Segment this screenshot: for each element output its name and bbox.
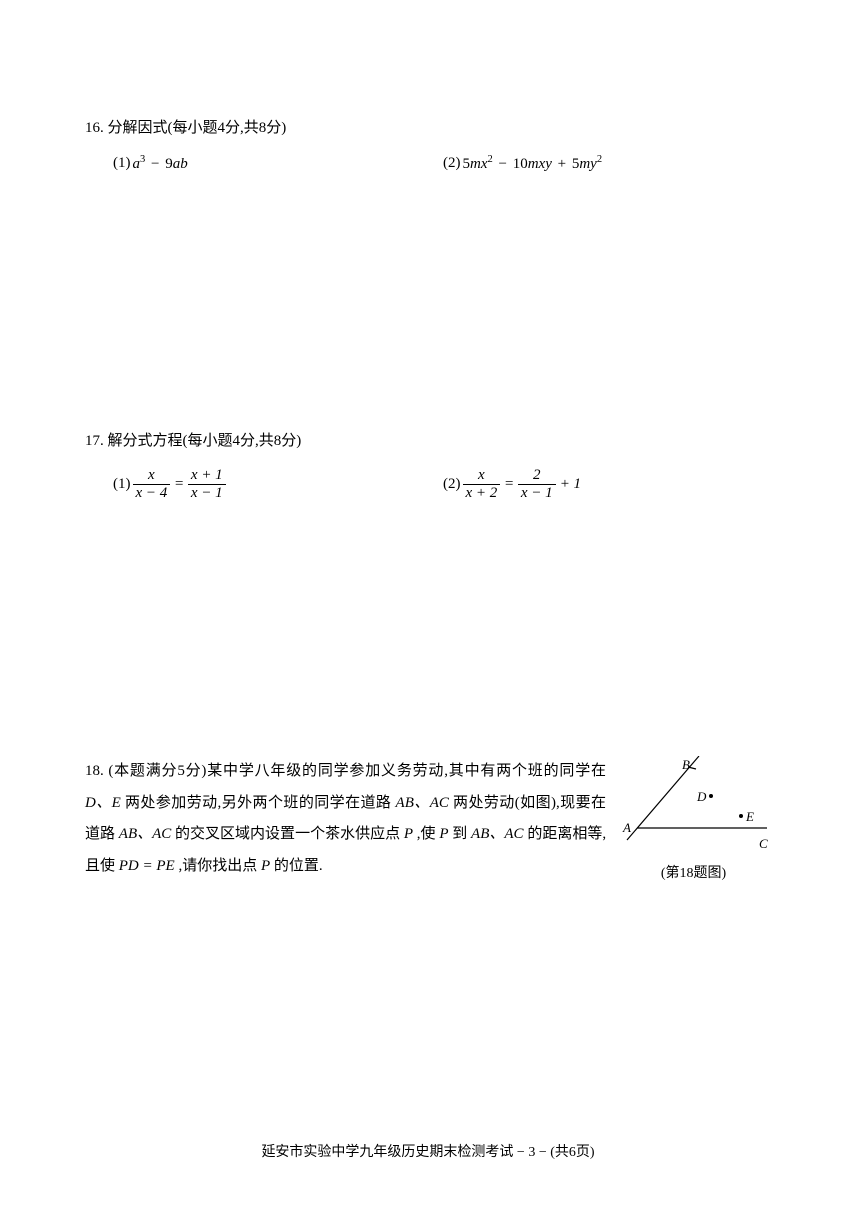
q16-p1-label: (1) bbox=[113, 155, 131, 172]
q17-p2-lnum: x bbox=[478, 467, 485, 483]
question-16: 16. 分解因式(每小题4分,共8分) (1) a3 − 9ab (2) 5mx… bbox=[85, 115, 771, 173]
q18-t4: 的交叉区域内设置一个茶水供应点 bbox=[175, 826, 400, 842]
svg-text:D: D bbox=[696, 789, 707, 804]
svg-text:A: A bbox=[622, 820, 631, 835]
q18-abac2: AB、AC bbox=[119, 826, 172, 842]
q18-p2: P bbox=[439, 826, 448, 842]
q18-t1: (本题满分5分)某中学八年级的同学参加义务劳动,其中有两个班的同学在 bbox=[108, 763, 606, 779]
spacer-16 bbox=[85, 203, 771, 428]
q17-title: 解分式方程(每小题4分,共8分) bbox=[108, 433, 302, 449]
equals-icon: = bbox=[170, 476, 188, 493]
q18-diagram: A B C D E bbox=[619, 756, 769, 851]
q17-p2-tail: + 1 bbox=[560, 476, 581, 493]
q18-figure-wrap: A B C D E (第18题图) bbox=[606, 756, 771, 882]
page-content: 16. 分解因式(每小题4分,共8分) (1) a3 − 9ab (2) 5mx… bbox=[0, 0, 856, 882]
q17-p1-rnum: x + 1 bbox=[191, 467, 223, 483]
q17-p2-lden: x + 2 bbox=[466, 485, 498, 501]
q17-number: 17. bbox=[85, 433, 104, 449]
q18-abac1: AB、AC bbox=[396, 795, 449, 811]
q17-p2-rnum: 2 bbox=[533, 467, 541, 483]
q17-p2-rhs: 2 x − 1 bbox=[518, 467, 556, 501]
q17-p2-lhs: x x + 2 bbox=[463, 467, 501, 501]
q17-p1-label: (1) bbox=[113, 476, 131, 493]
svg-text:E: E bbox=[745, 809, 754, 824]
q18-t2: 两处参加劳动,另外两个班的同学在道路 bbox=[125, 795, 391, 811]
spacer-17 bbox=[85, 531, 771, 756]
q16-p2-expr: 5mx2 − 10mxy + 5my2 bbox=[463, 154, 603, 173]
page-footer: 延安市实验中学九年级历史期末检测考试 − 3 − (共6页) bbox=[0, 1141, 856, 1161]
q18-t6: 到 bbox=[452, 826, 467, 842]
q18-pdpe: PD = PE bbox=[119, 858, 175, 874]
q16-parts: (1) a3 − 9ab (2) 5mx2 − 10mxy + 5my2 bbox=[85, 154, 771, 173]
q18-t9: 的位置. bbox=[274, 858, 323, 874]
q16-number: 16. bbox=[85, 120, 104, 136]
q17-p1-rhs: x + 1 x − 1 bbox=[188, 467, 226, 501]
q18-abac3: AB、AC bbox=[471, 826, 524, 842]
q18-p3: P bbox=[261, 858, 270, 874]
q18-p1: P bbox=[404, 826, 413, 842]
q16-part1: (1) a3 − 9ab bbox=[113, 154, 443, 173]
svg-text:C: C bbox=[759, 836, 768, 851]
q17-p2-label: (2) bbox=[443, 476, 461, 493]
q17-p1-lden: x − 4 bbox=[136, 485, 168, 501]
q16-part2: (2) 5mx2 − 10mxy + 5my2 bbox=[443, 154, 771, 173]
q17-part2: (2) x x + 2 = 2 x − 1 + 1 bbox=[443, 467, 771, 501]
question-18: 18. (本题满分5分)某中学八年级的同学参加义务劳动,其中有两个班的同学在 D… bbox=[85, 756, 771, 882]
q18-text: 18. (本题满分5分)某中学八年级的同学参加义务劳动,其中有两个班的同学在 D… bbox=[85, 756, 606, 882]
q17-part1: (1) x x − 4 = x + 1 x − 1 bbox=[113, 467, 443, 501]
equals-icon: = bbox=[500, 476, 518, 493]
q16-header: 16. 分解因式(每小题4分,共8分) bbox=[85, 115, 771, 142]
q17-p2-rden: x − 1 bbox=[521, 485, 553, 501]
q17-p1-rden: x − 1 bbox=[191, 485, 223, 501]
q18-number: 18. bbox=[85, 763, 104, 779]
q17-p1-lhs: x x − 4 bbox=[133, 467, 171, 501]
q16-title: 分解因式(每小题4分,共8分) bbox=[108, 120, 287, 136]
q18-de: D、E bbox=[85, 795, 121, 811]
q16-p1-expr: a3 − 9ab bbox=[133, 154, 188, 173]
question-17: 17. 解分式方程(每小题4分,共8分) (1) x x − 4 = x + 1… bbox=[85, 428, 771, 501]
q17-header: 17. 解分式方程(每小题4分,共8分) bbox=[85, 428, 771, 455]
q16-p2-label: (2) bbox=[443, 155, 461, 172]
q17-parts: (1) x x − 4 = x + 1 x − 1 (2) x x + 2 = bbox=[85, 467, 771, 501]
q18-t8: ,请你找出点 bbox=[178, 858, 257, 874]
q18-caption: (第18题图) bbox=[616, 862, 771, 882]
q17-p1-lnum: x bbox=[148, 467, 155, 483]
q18-t5: ,使 bbox=[417, 826, 436, 842]
svg-text:B: B bbox=[682, 757, 690, 772]
